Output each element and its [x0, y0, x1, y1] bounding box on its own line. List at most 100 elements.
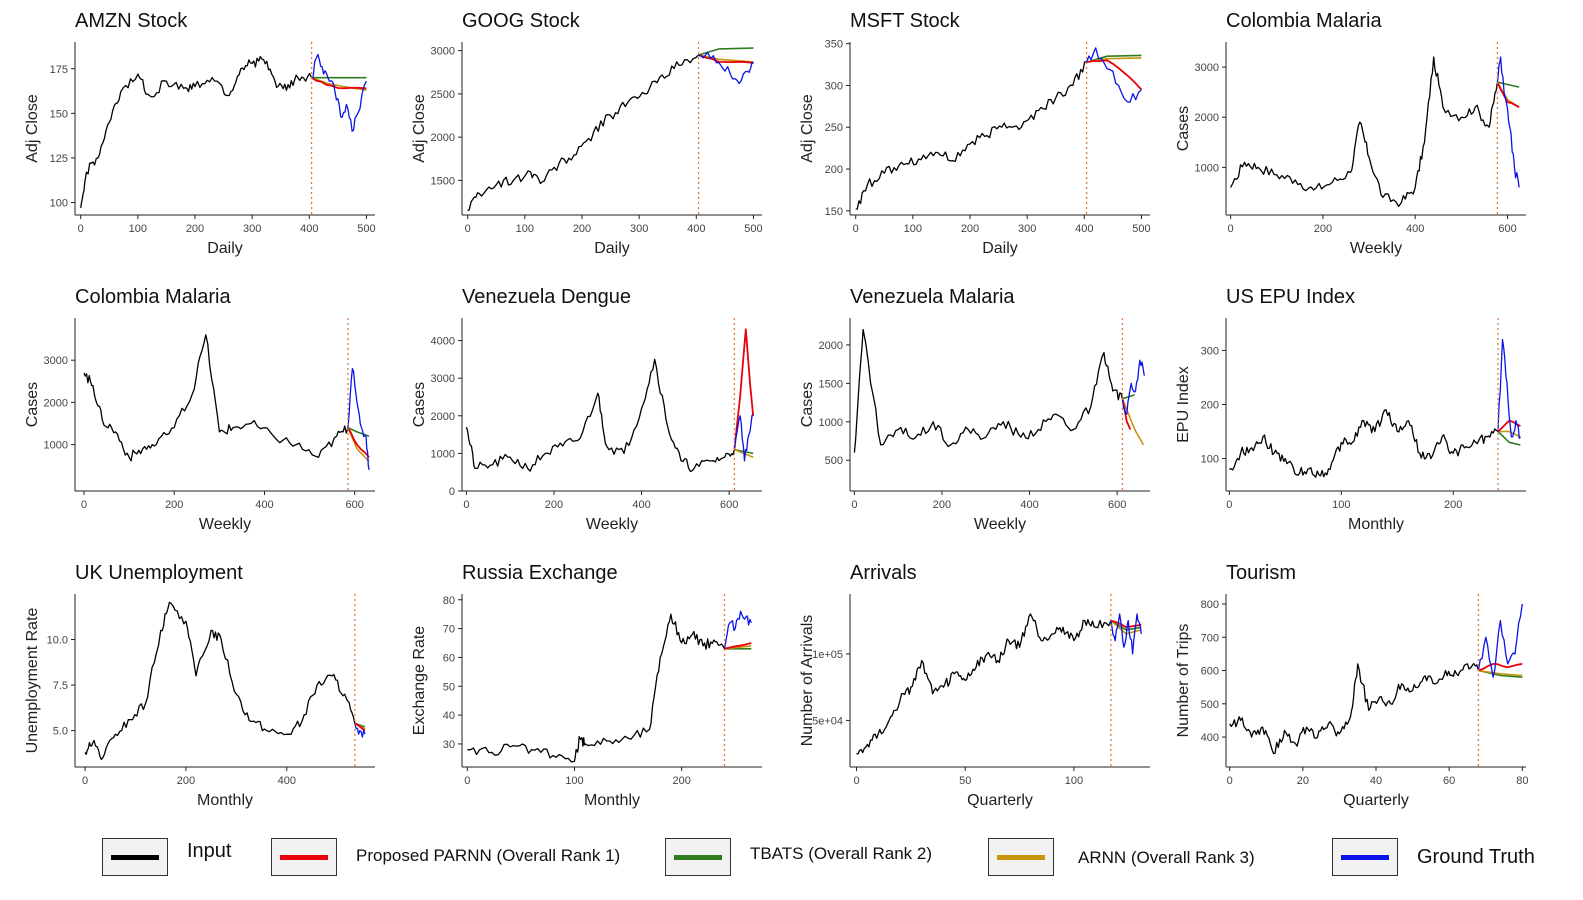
- x-tick-label: 40: [1370, 775, 1382, 787]
- x-tick-label: 0: [851, 499, 857, 511]
- y-tick-label: 30: [443, 739, 455, 751]
- y-tick-label: 50: [443, 681, 455, 693]
- y-tick-label: 70: [443, 624, 455, 636]
- y-tick-label: 500: [1201, 699, 1219, 711]
- series-truth: [1477, 603, 1523, 678]
- plot-area: [1229, 318, 1521, 491]
- y-tick-label: 125: [50, 153, 68, 165]
- y-axis-label: Unemployment Rate: [24, 607, 41, 753]
- y-axis-label: Adj Close: [24, 94, 41, 163]
- legend: Input Proposed PARNN (Overall Rank 1) TB…: [0, 828, 1583, 900]
- series-input: [1230, 56, 1499, 208]
- plot-area: [1229, 594, 1523, 767]
- chart-title: Colombia Malaria: [75, 286, 231, 308]
- x-tick-label: 50: [959, 775, 971, 787]
- series-truth: [354, 723, 366, 738]
- series-parnn: [311, 76, 367, 90]
- series-truth: [1497, 338, 1521, 439]
- chart-title: Tourism: [1226, 562, 1296, 584]
- x-tick-label: 600: [720, 499, 738, 511]
- y-tick-label: 2000: [1195, 112, 1219, 124]
- series-input: [853, 328, 1124, 453]
- y-tick-label: 5.0: [53, 726, 68, 738]
- series-tbats: [1086, 54, 1142, 63]
- y-tick-label: 5e+04: [812, 715, 843, 727]
- series-input: [84, 601, 356, 761]
- x-tick-label: 200: [545, 499, 563, 511]
- series-parnn: [733, 328, 755, 450]
- series-input: [856, 613, 1112, 755]
- x-tick-label: 400: [300, 223, 318, 235]
- x-tick-label: 0: [1227, 775, 1233, 787]
- chart-panel-11: Arrivals 0 50 100 5e+04 1e+05 Quarterly Number …: [799, 562, 1150, 809]
- x-tick-label: 200: [1314, 223, 1332, 235]
- chart-panel-6: Venezuela Dengue 0 200 400 600 0 1000 2000 3000 4…: [411, 286, 762, 533]
- series-parnn: [698, 54, 754, 64]
- x-axis-label: Weekly: [586, 516, 638, 533]
- y-tick-label: 3000: [431, 373, 455, 385]
- x-tick-label: 400: [632, 499, 650, 511]
- x-tick-label: 100: [904, 223, 922, 235]
- y-tick-label: 1000: [431, 448, 455, 460]
- x-tick-label: 200: [672, 775, 690, 787]
- y-axis-label: Number of Arrivals: [799, 615, 816, 747]
- x-tick-label: 100: [516, 223, 534, 235]
- y-tick-label: 300: [825, 80, 843, 92]
- x-tick-label: 200: [186, 223, 204, 235]
- chart-title: Venezuela Malaria: [850, 286, 1015, 308]
- x-tick-label: 200: [165, 499, 183, 511]
- x-axis-label: Daily: [982, 240, 1018, 257]
- y-tick-label: 250: [825, 122, 843, 134]
- x-tick-label: 0: [463, 499, 469, 511]
- y-tick-label: 1000: [44, 440, 68, 452]
- x-tick-label: 400: [1020, 499, 1038, 511]
- x-tick-label: 20: [1297, 775, 1309, 787]
- y-axis-label: Adj Close: [411, 94, 428, 163]
- x-tick-label: 80: [1516, 775, 1528, 787]
- y-tick-label: 1e+05: [812, 649, 843, 661]
- plot-area: [84, 594, 366, 767]
- x-tick-label: 400: [1406, 223, 1424, 235]
- y-tick-label: 1500: [819, 378, 843, 390]
- x-tick-label: 400: [687, 223, 705, 235]
- y-tick-label: 60: [443, 652, 455, 664]
- x-axis-label: Weekly: [199, 516, 251, 533]
- y-tick-label: 2000: [44, 397, 68, 409]
- series-truth: [1496, 56, 1520, 188]
- legend-swatch-truth: [1332, 838, 1398, 876]
- series-input: [1229, 409, 1499, 478]
- chart-title: MSFT Stock: [850, 10, 961, 32]
- y-tick-label: 150: [825, 206, 843, 218]
- series-tbats: [1497, 81, 1520, 88]
- series-arnn: [1498, 430, 1521, 438]
- y-tick-label: 1500: [431, 175, 455, 187]
- y-axis-label: Number of Trips: [1175, 624, 1192, 738]
- chart-panel-3: MSFT Stock 0 100 200 300 400 500 150 200 250 300 35…: [799, 10, 1151, 257]
- y-tick-label: 2000: [431, 411, 455, 423]
- chart-title: Venezuela Dengue: [462, 286, 631, 308]
- x-axis-label: Weekly: [974, 516, 1026, 533]
- chart-title: Arrivals: [850, 562, 917, 584]
- series-tbats: [347, 426, 370, 437]
- x-tick-label: 0: [81, 499, 87, 511]
- y-tick-label: 1000: [819, 417, 843, 429]
- series-input: [83, 334, 349, 462]
- legend-swatch-input: [102, 838, 168, 876]
- series-arnn: [1121, 398, 1145, 446]
- x-tick-label: 500: [744, 223, 762, 235]
- legend-swatch-parnn: [271, 838, 337, 876]
- x-axis-label: Monthly: [1348, 516, 1404, 533]
- chart-panel-12: Tourism 0 20 40 60 80 400 500 600 700 800 Quarterly…: [1175, 562, 1528, 809]
- y-tick-label: 3000: [44, 355, 68, 367]
- plot-area: [467, 594, 752, 767]
- y-tick-label: 1000: [1195, 162, 1219, 174]
- series-input: [855, 61, 1087, 210]
- x-tick-label: 0: [78, 223, 84, 235]
- x-tick-label: 0: [853, 223, 859, 235]
- y-tick-label: 100: [50, 198, 68, 210]
- plot-area: [856, 594, 1142, 767]
- y-tick-label: 300: [1201, 345, 1219, 357]
- series-truth: [347, 367, 370, 471]
- series-truth: [1085, 47, 1142, 103]
